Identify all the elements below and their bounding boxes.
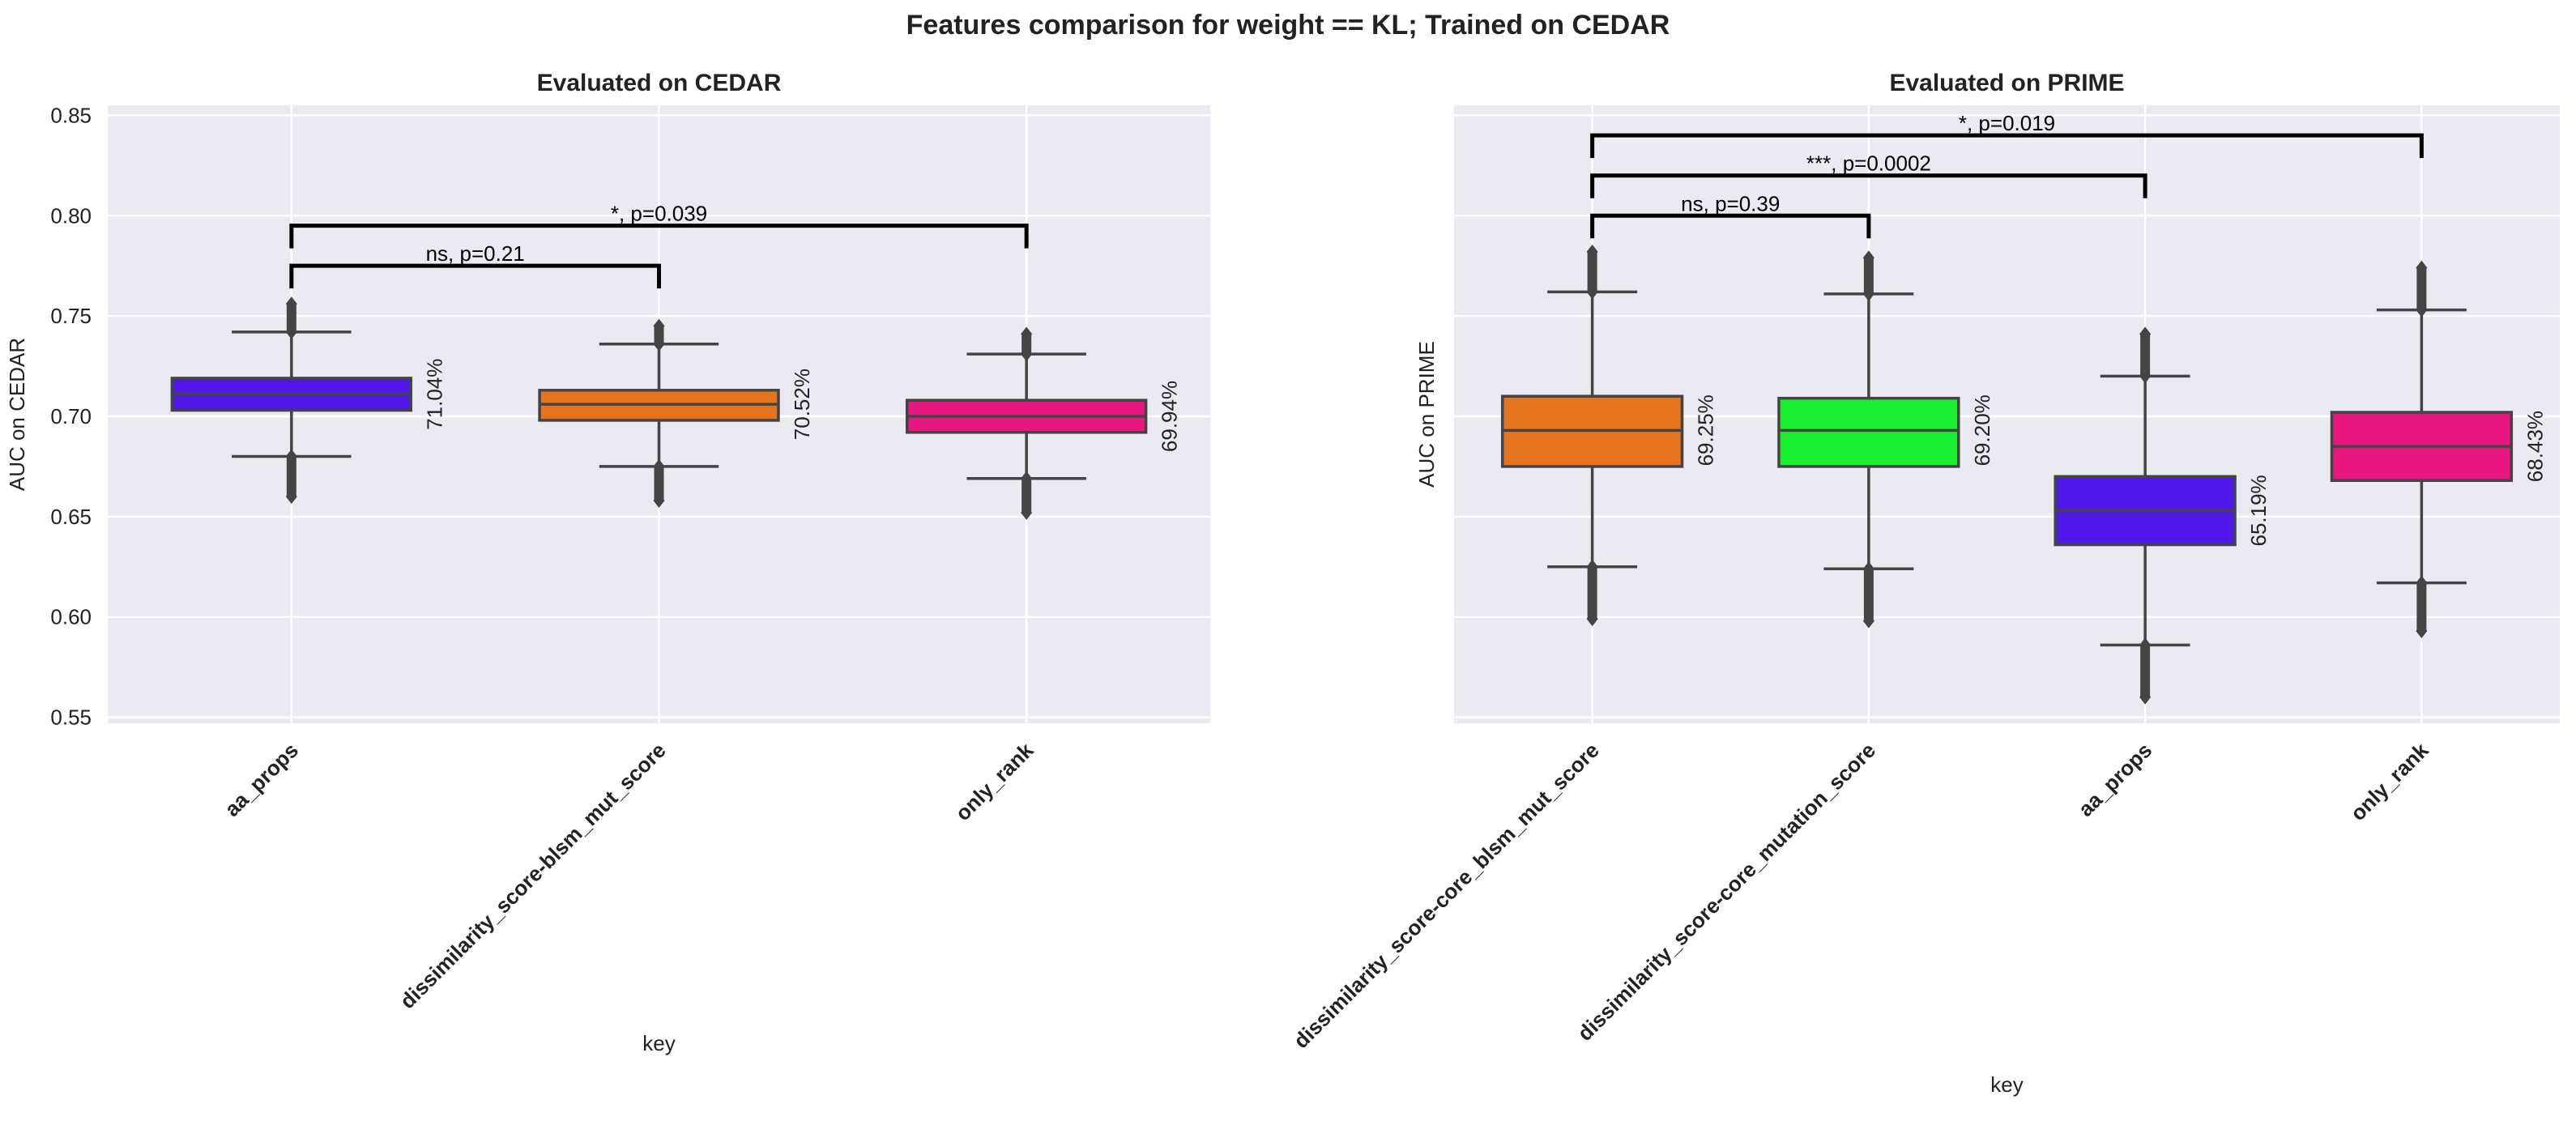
panel2-flier-low-point [2139,637,2152,653]
panel2-flier-low-point [1586,612,1598,627]
panel2-flier-low-point [1586,559,1598,574]
panel1-flier-high-point [1021,326,1033,342]
panel1-y-tick-label: 0.55 [50,705,92,730]
panel1-y-tick-label: 0.85 [50,103,92,127]
panel2-value-label: 65.19% [2246,475,2271,546]
panel2-significance-label: ns, p=0.39 [1681,191,1780,215]
figure-title: Features comparison for weight == KL; Tr… [906,10,1670,40]
panel1-y-axis-label: AUC on CEDAR [5,338,29,491]
panel1-x-axis-label: key [642,1031,675,1055]
panel1-flier-low-point [653,458,665,474]
panel2-value-label: 68.43% [2523,411,2547,482]
panel1-value-label: 70.52% [790,369,814,440]
panel1-flier-high-point [285,296,297,312]
panel1-x-tick-label: dissimilarity_score-blsm_mut_score [395,738,671,1013]
panel2-y-axis-label: AUC on PRIME [1414,341,1439,488]
panel1-flier-low-point [1021,471,1033,486]
panel1-flier-high-point [653,318,665,334]
panel1-significance-label: ns, p=0.21 [426,241,525,266]
panel2-flier-low-point [2416,624,2428,639]
panel2-significance-label: *, p=0.019 [1959,111,2055,135]
panel1-flier-high-point [285,324,297,339]
panel1-title: Evaluated on CEDAR [537,70,782,96]
panel2-flier-low-point [2139,689,2152,705]
panel2-significance-bracket [1590,213,1871,239]
panel2-value-label: 69.25% [1694,394,1718,466]
panel2-flier-high-point [2416,302,2428,318]
panel1-value-label: 69.94% [1158,381,1182,452]
panel1-significance-label: *, p=0.039 [611,202,707,226]
panel2-x-tick-label: dissimilarity_score-core_mutation_score [1572,738,1880,1046]
panel2-box [1777,396,1960,468]
panel1-x-tick-label: only_rank [950,738,1038,825]
panel2-flier-high-point [1586,244,1598,259]
panel1-y-tick-label: 0.75 [50,304,92,328]
panel1-flier-low-point [285,489,297,505]
panel1-y-tick-label: 0.80 [50,203,92,228]
panel1-y-tick-label: 0.65 [50,505,92,529]
panel1-significance-bracket [289,224,1029,249]
panel2-x-tick-label: aa_props [2073,738,2156,821]
panel1-y-tick-label: 0.70 [50,404,92,428]
panel2-significance-bracket [1590,133,2424,159]
panel1-y-tick-label: 0.60 [50,605,92,629]
panel2-significance-bracket [1590,173,2147,198]
panel2-flier-high-point [2139,369,2152,384]
panel2-flier-low-point [1862,613,1874,629]
panel1-significance-bracket [289,263,661,289]
panel2-flier-high-point [2416,260,2428,275]
panel1-flier-low-point [1021,505,1033,520]
panel2-value-label: 69.20% [1970,394,1994,466]
panel2-significance-label: ***, p=0.0002 [1806,151,1931,176]
panel1-flier-high-point [653,336,665,352]
panel2-flier-high-point [1586,284,1598,300]
panel1-flier-low-point [653,493,665,509]
panel2-x-axis-label: key [1990,1072,2023,1097]
panel2-flier-high-point [1862,250,1874,266]
panel1-flier-high-point [1021,347,1033,362]
panel2-flier-high-point [1862,286,1874,301]
panel2-flier-low-point [1862,561,1874,577]
panel2-flier-low-point [2416,575,2428,590]
panel1-value-label: 71.04% [422,359,446,430]
panel2-x-tick-label: dissimilarity_score-core_blsm_mut_score [1289,738,1604,1053]
panel2-title: Evaluated on PRIME [1889,70,2124,96]
panel1-flier-low-point [285,449,297,464]
panel2-flier-high-point [2139,326,2152,342]
panel2-x-tick-label: only_rank [2346,738,2433,825]
panel1-x-tick-label: aa_props [220,738,303,821]
